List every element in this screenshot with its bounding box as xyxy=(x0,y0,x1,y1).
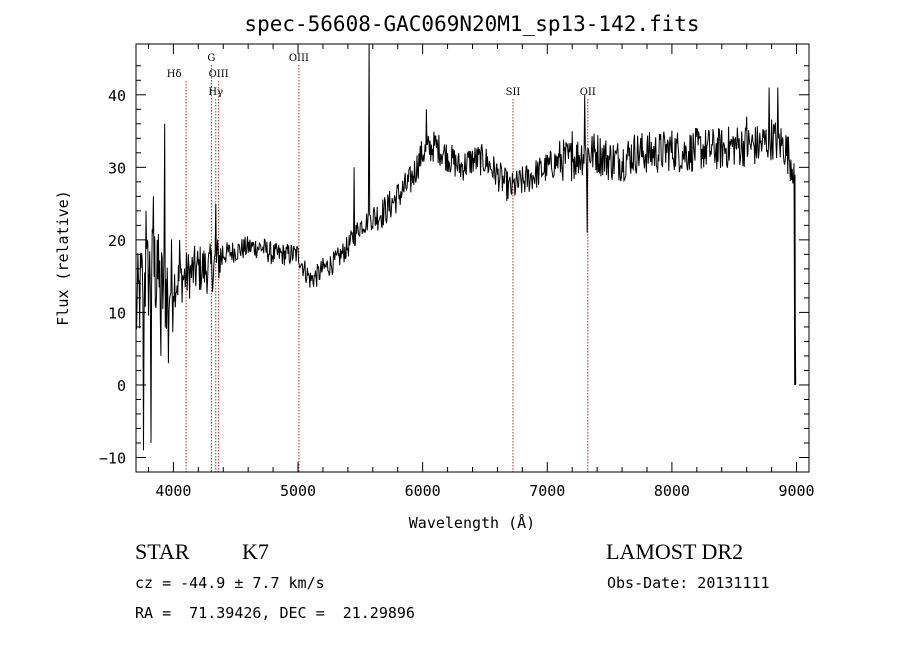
y-tick-label: 40 xyxy=(108,87,126,105)
y-tick-label: 0 xyxy=(117,377,126,395)
x-axis-label: Wavelength (Å) xyxy=(409,513,535,532)
x-tick-label: 4000 xyxy=(155,482,191,500)
object-subclass: K7 xyxy=(242,539,269,564)
obs-date: Obs-Date: 20131111 xyxy=(607,574,770,592)
chart-title: spec-56608-GAC069N20M1_sp13-142.fits xyxy=(244,12,699,36)
emission-line-label: G xyxy=(207,53,215,64)
emission-line-label: Hδ xyxy=(167,69,182,80)
survey-label: LAMOST DR2 xyxy=(606,539,744,564)
x-tick-label: 5000 xyxy=(280,482,316,500)
emission-line-label: Hγ xyxy=(208,87,223,98)
y-axis: −10 0 10 20 30 40 xyxy=(99,65,809,467)
spectrum-line xyxy=(135,43,797,451)
x-tick-label: 8000 xyxy=(654,482,690,500)
x-axis: 4000 5000 6000 7000 8000 9000 xyxy=(147,44,815,500)
y-axis-label: Flux (relative) xyxy=(54,190,72,325)
coordinates: RA = 71.39426, DEC = 21.29896 xyxy=(135,604,415,622)
y-tick-label: −10 xyxy=(99,449,126,467)
emission-line-label: SII xyxy=(506,87,521,98)
emission-line-label: OIII xyxy=(209,69,229,80)
x-tick-label: 6000 xyxy=(405,482,441,500)
x-tick-label: 9000 xyxy=(778,482,814,500)
plot-frame xyxy=(135,43,810,473)
redshift-cz: cz = -44.9 ± 7.7 km/s xyxy=(135,574,325,592)
emission-line-label: OIII xyxy=(289,53,309,64)
y-tick-label: 30 xyxy=(108,159,126,177)
y-tick-label: 20 xyxy=(108,232,126,250)
y-tick-label: 10 xyxy=(108,304,126,322)
object-class: STAR xyxy=(135,539,190,564)
x-tick-label: 7000 xyxy=(529,482,565,500)
emission-line-markers: Hδ G OIII Hγ OIII SII OII xyxy=(167,53,596,472)
emission-line-label: OII xyxy=(580,87,596,98)
